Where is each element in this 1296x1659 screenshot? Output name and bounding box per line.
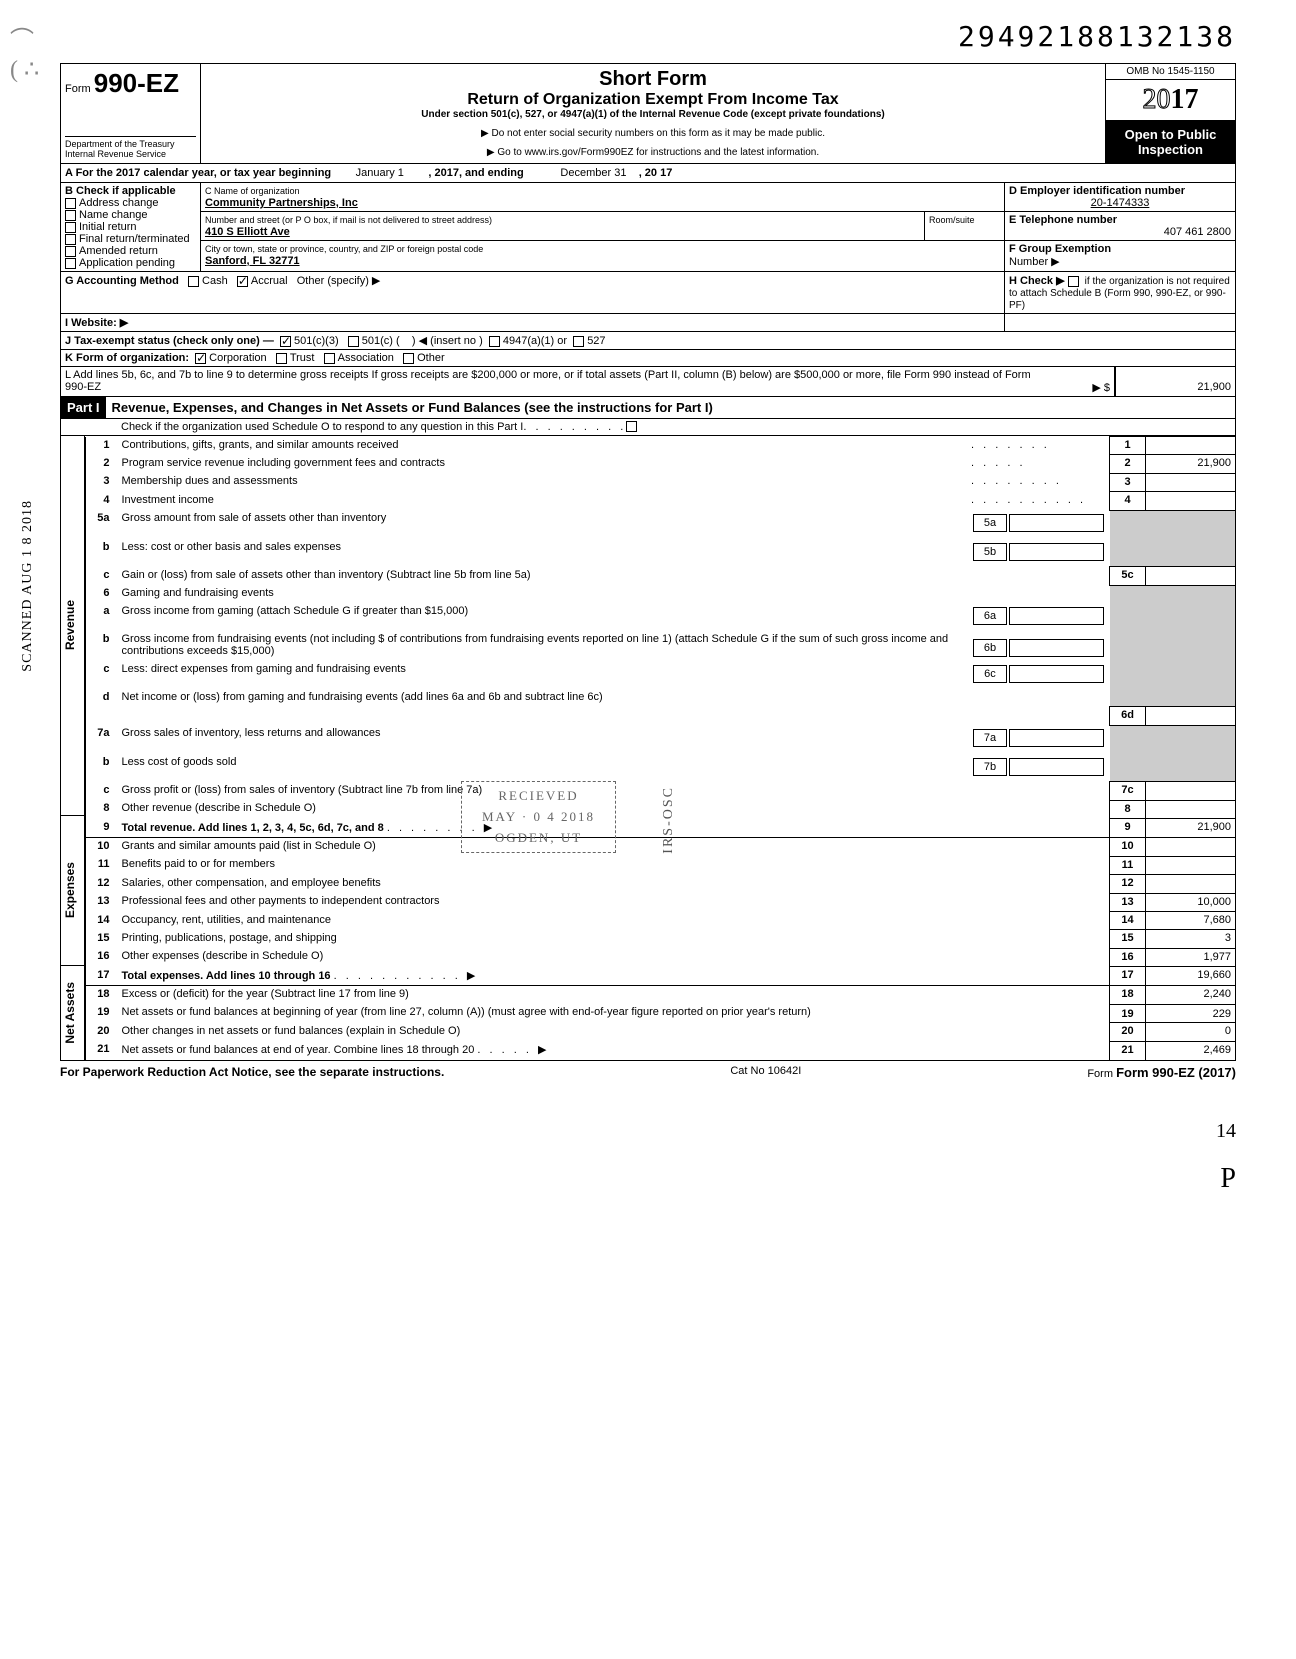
checkbox-assoc[interactable] [324, 353, 335, 364]
checkbox-final[interactable] [65, 234, 76, 245]
checkbox-trust[interactable] [276, 353, 287, 364]
checkbox-cash[interactable] [188, 276, 199, 287]
line-19-val: 229 [1146, 1004, 1236, 1022]
tax-year: 2017 [1106, 80, 1235, 121]
section-c: C Name of organization Community Partner… [201, 183, 1005, 271]
form-header: Form 990-EZ Department of the TreasuryIn… [60, 63, 1236, 164]
checkbox-other[interactable] [403, 353, 414, 364]
row-j: J Tax-exempt status (check only one) — 5… [60, 332, 1236, 350]
line-17-val: 19,660 [1146, 967, 1236, 986]
row-a: A For the 2017 calendar year, or tax yea… [60, 164, 1236, 183]
row-i: I Website: ▶ [60, 314, 1236, 332]
dept-label: Department of the TreasuryInternal Reven… [65, 136, 196, 159]
checkbox-527[interactable] [573, 336, 584, 347]
checkbox-501c3[interactable] [280, 336, 291, 347]
line-15-val: 3 [1146, 930, 1236, 948]
row-gh: G Accounting Method Cash Accrual Other (… [60, 272, 1236, 314]
side-revenue: Revenue [63, 600, 83, 650]
title-return: Return of Organization Exempt From Incom… [205, 91, 1101, 109]
checkbox-name[interactable] [65, 210, 76, 221]
row-l: L Add lines 5b, 6c, and 7b to line 9 to … [60, 367, 1236, 397]
checkbox-4947[interactable] [489, 336, 500, 347]
omb-number: OMB No 1545-1150 [1106, 64, 1235, 80]
footer: For Paperwork Reduction Act Notice, see … [60, 1061, 1236, 1080]
received-stamp: RECIEVED MAY · 0 4 2018 OGDEN, UT [461, 781, 616, 853]
lines-table: 1Contributions, gifts, grants, and simil… [85, 436, 1236, 1061]
row-bcdef: B Check if applicable Address change Nam… [60, 183, 1236, 272]
side-net-assets: Net Assets [63, 982, 83, 1044]
checkbox-app[interactable] [65, 258, 76, 269]
ein: 20-1474333 [1009, 197, 1231, 209]
part1-header: Part I Revenue, Expenses, and Changes in… [60, 397, 1236, 419]
line-14-val: 7,680 [1146, 912, 1236, 930]
scanned-stamp: SCANNED AUG 1 8 2018 [20, 500, 36, 672]
part1-check: Check if the organization used Schedule … [60, 419, 1236, 436]
initial-mark: P [60, 1163, 1236, 1195]
title-short-form: Short Form [205, 68, 1101, 91]
org-city: Sanford, FL 32771 [205, 255, 300, 267]
page-number: 14 [60, 1120, 1236, 1143]
line-9-val: 21,900 [1146, 819, 1236, 838]
section-b: B Check if applicable Address change Nam… [61, 183, 201, 271]
checkbox-h[interactable] [1068, 276, 1079, 287]
header-number: 29492188132138 [60, 20, 1236, 53]
line-21-val: 2,469 [1146, 1041, 1236, 1060]
side-expenses: Expenses [63, 862, 83, 918]
line-2-val: 21,900 [1146, 455, 1236, 473]
checkbox-corp[interactable] [195, 353, 206, 364]
checkbox-address[interactable] [65, 198, 76, 209]
phone: 407 461 2800 [1009, 226, 1231, 238]
line-13-val: 10,000 [1146, 893, 1236, 911]
org-name: Community Partnerships, Inc [205, 197, 358, 209]
note-ssn: ▶ Do not enter social security numbers o… [205, 128, 1101, 139]
scribble-mark: ⌒( ∴ [10, 20, 39, 84]
line-16-val: 1,977 [1146, 948, 1236, 966]
note-url: ▶ Go to www.irs.gov/Form990EZ for instru… [205, 147, 1101, 158]
subtitle: Under section 501(c), 527, or 4947(a)(1)… [205, 109, 1101, 120]
checkbox-schedule-o[interactable] [626, 421, 637, 432]
line-l-value: 21,900 [1115, 367, 1235, 396]
irs-stamp: IRS-OSC [661, 786, 677, 854]
row-k: K Form of organization: Corporation Trus… [60, 350, 1236, 367]
line-18-val: 2,240 [1146, 986, 1236, 1004]
open-public: Open to Public Inspection [1106, 121, 1235, 163]
org-address: 410 S Elliott Ave [205, 226, 290, 238]
checkbox-accrual[interactable] [237, 276, 248, 287]
checkbox-initial[interactable] [65, 222, 76, 233]
section-def: D Employer identification number20-14743… [1005, 183, 1235, 271]
form-number: Form 990-EZ [65, 68, 196, 99]
checkbox-501c[interactable] [348, 336, 359, 347]
checkbox-amended[interactable] [65, 246, 76, 257]
line-20-val: 0 [1146, 1023, 1236, 1041]
